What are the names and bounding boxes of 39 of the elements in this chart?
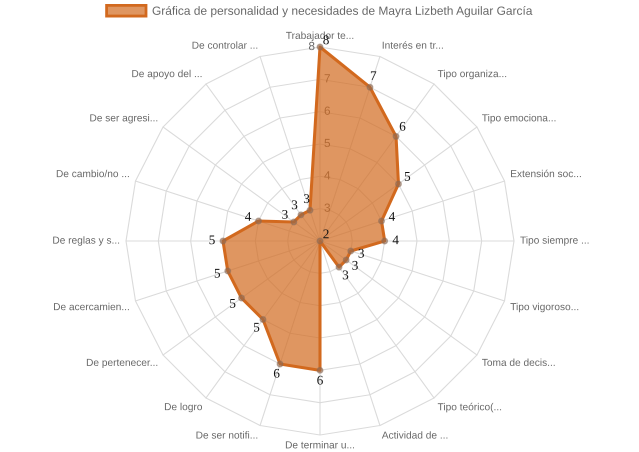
spoke-label: De pertenecer... <box>86 358 158 368</box>
spoke-label: De controlar ... <box>192 41 258 49</box>
spoke-label: Tipo organiza... <box>438 70 506 80</box>
spoke-label: De acercamien... <box>54 302 129 310</box>
spoke-label: De apoyo del ... <box>132 70 202 80</box>
spoke-label: De terminar u... <box>286 441 354 448</box>
data-label: 5 <box>230 299 236 308</box>
data-label: 5 <box>254 322 260 332</box>
data-label: 5 <box>214 268 220 278</box>
spoke-label: Tipo teórico(... <box>438 402 502 412</box>
spoke-label: Tipo emociona... <box>482 114 556 124</box>
spoke-label: Tipo vigoroso... <box>510 302 578 312</box>
spoke-label: De logro <box>164 402 202 412</box>
spoke-label: De ser agresi... <box>90 114 158 124</box>
data-label: 2 <box>323 229 329 238</box>
data-label: 4 <box>244 212 252 221</box>
data-label: 4 <box>392 235 399 244</box>
spoke-label: Actividad de ... <box>382 431 448 439</box>
spoke-label: Interés en tr... <box>382 41 443 49</box>
data-label: 4 <box>388 212 396 221</box>
spoke-label: De ser notifi... <box>196 431 258 439</box>
data-label: 6 <box>274 368 280 378</box>
spoke-label: Extensión soc... <box>511 170 581 178</box>
data-label: 5 <box>404 172 410 181</box>
data-label: 6 <box>400 122 406 131</box>
spoke-label: De reglas y s... <box>53 236 120 246</box>
data-label: 7 <box>370 71 376 80</box>
data-label: 3 <box>352 260 358 270</box>
data-label: 3 <box>342 270 348 280</box>
data-label: 6 <box>317 376 323 385</box>
data-label: 3 <box>292 200 298 210</box>
data-label: 3 <box>304 194 310 204</box>
spoke-label: Toma de decis... <box>482 358 555 366</box>
data-label: 3 <box>282 210 288 219</box>
data-label: 3 <box>358 248 364 258</box>
spoke-label: Tipo siempre ... <box>520 236 589 246</box>
data-label: 5 <box>209 236 215 244</box>
legend-label: Gráfica de personalidad y necesidades de Mayra Lizbeth Aguilar García <box>152 6 532 18</box>
spoke-label: De cambio/no ... <box>56 170 129 178</box>
